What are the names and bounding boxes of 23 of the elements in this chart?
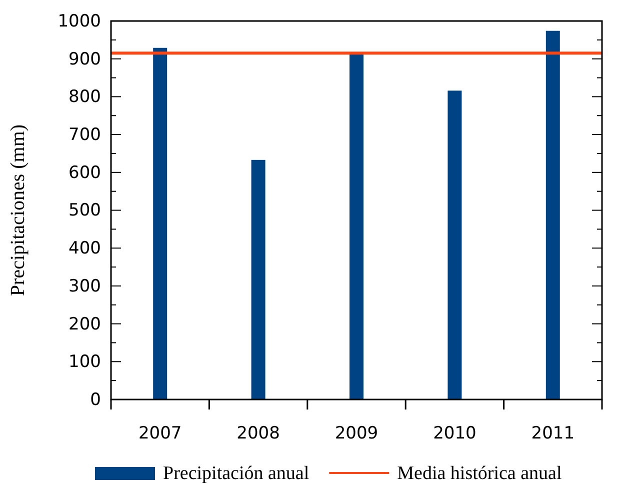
y-tick-label: 800	[68, 87, 101, 108]
y-tick-label: 700	[68, 124, 101, 145]
legend-label: Precipitación anual	[163, 463, 310, 484]
y-tick-label: 400	[68, 238, 101, 259]
y-tick-label: 600	[68, 162, 101, 183]
y-tick-label: 0	[90, 390, 101, 410]
x-tick-label: 2010	[433, 424, 476, 444]
y-tick-label: 100	[68, 352, 101, 372]
x-tick-label: 2008	[236, 424, 280, 444]
y-tick-label: 300	[68, 276, 101, 296]
bar	[251, 160, 266, 400]
y-tick-label: 1000	[58, 11, 101, 32]
x-tick-label: 2011	[531, 424, 575, 444]
y-tick-label: 500	[68, 200, 101, 221]
y-axis-title: Precipitaciones (mm)	[7, 124, 29, 296]
bar	[153, 48, 168, 400]
y-tick-label: 900	[68, 49, 101, 70]
y-tick-label: 200	[68, 314, 101, 334]
x-tick-label: 2007	[138, 424, 182, 444]
legend-label: Media histórica anual	[397, 463, 562, 484]
bar	[546, 30, 560, 400]
x-tick-label: 2009	[334, 424, 378, 444]
bar	[448, 90, 462, 400]
